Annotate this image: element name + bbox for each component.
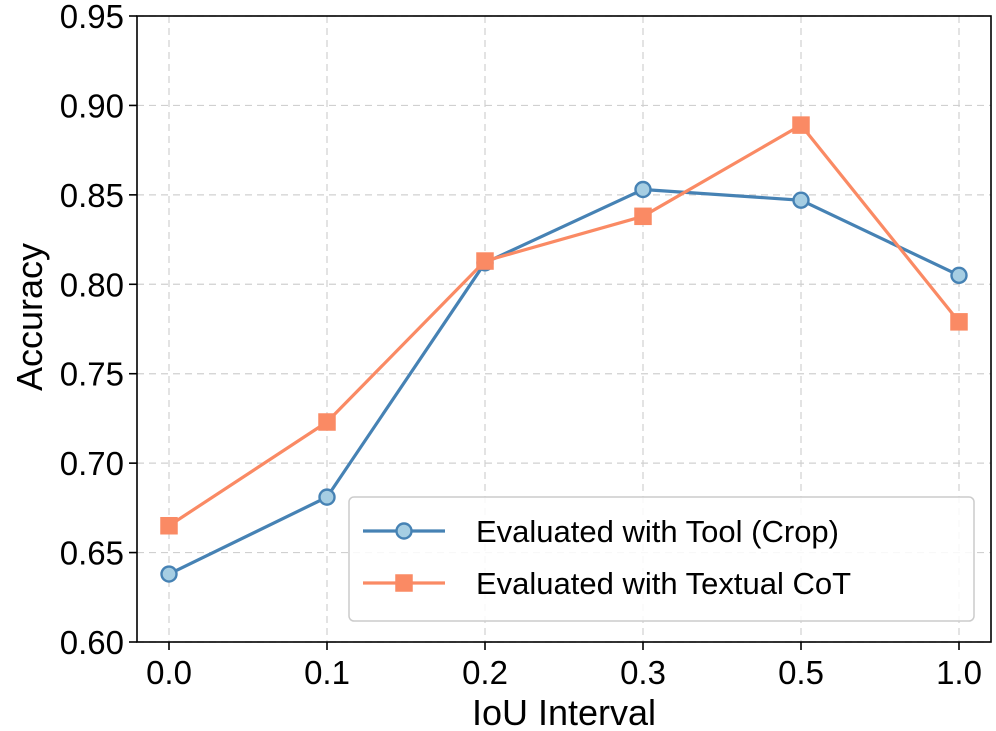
data-point: [950, 313, 968, 331]
series-line: [168, 187, 960, 576]
legend-label: Evaluated with Tool (Crop): [476, 514, 839, 549]
y-axis-title: Accuracy: [9, 243, 50, 391]
legend-swatch-marker: [395, 522, 413, 540]
data-point: [634, 207, 652, 226]
legend-label: Evaluated with Textual CoT: [476, 566, 851, 601]
data-point: [160, 565, 178, 583]
series-layer: [160, 116, 968, 583]
data-point: [634, 180, 652, 199]
legend-box: [348, 496, 975, 622]
x-tick-label: 1.0: [936, 654, 982, 691]
x-tick-label: 0.3: [620, 654, 666, 691]
plot-frame: [136, 15, 992, 643]
legend: Evaluated with Tool (Crop) Evaluated with…: [348, 496, 975, 622]
legend-item: Evaluated with Tool (Crop): [363, 514, 839, 549]
legend-item: Evaluated with Textual CoT: [363, 566, 851, 601]
y-tick-label: 0.90: [60, 87, 124, 124]
data-point: [318, 488, 336, 506]
x-axis: 0.0 0.1 0.2 0.3 0.5 1.0: [146, 642, 982, 691]
x-tick-label: 0.1: [304, 654, 350, 691]
data-point: [160, 516, 178, 535]
data-point: [476, 252, 494, 270]
y-tick-label: 0.95: [60, 0, 124, 35]
y-tick-label: 0.85: [60, 177, 124, 214]
x-axis-title: IoU Interval: [472, 692, 656, 731]
x-tick-label: 0.0: [146, 654, 192, 691]
y-tick-label: 0.70: [60, 445, 124, 482]
y-axis: 0.60 0.65 0.70 0.75 0.80 0.85 0.90 0.95: [60, 0, 137, 661]
series-2: [160, 116, 968, 535]
data-point: [318, 413, 336, 431]
x-tick-label: 0.5: [778, 654, 824, 691]
y-tick-label: 0.60: [60, 624, 124, 661]
series-line: [168, 123, 961, 528]
x-tick-label: 0.2: [462, 654, 508, 691]
data-point: [792, 191, 810, 209]
legend-swatch-marker: [395, 574, 413, 592]
data-point: [950, 266, 968, 285]
y-tick-label: 0.80: [60, 266, 124, 303]
data-point: [792, 116, 810, 134]
y-tick-label: 0.65: [60, 535, 124, 572]
y-tick-label: 0.75: [60, 356, 124, 393]
